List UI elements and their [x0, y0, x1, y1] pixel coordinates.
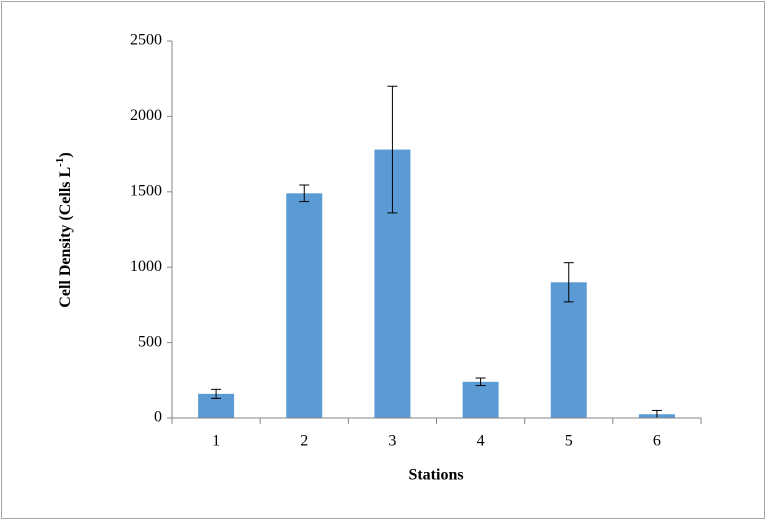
bar	[550, 282, 587, 418]
y-tick-label: 1000	[130, 258, 162, 275]
x-axis-title: Stations	[408, 467, 463, 484]
x-tick-label: 6	[653, 433, 661, 450]
y-tick-label: 500	[138, 333, 162, 350]
y-axis-title-sup: -1	[54, 158, 66, 167]
x-tick-label: 2	[300, 433, 308, 450]
y-axis-title-part: )	[57, 152, 74, 157]
y-axis-title: Cell Density (Cells L-1)	[54, 152, 74, 307]
y-tick-label: 2000	[130, 107, 162, 124]
y-tick-label: 1500	[130, 182, 162, 199]
y-axis-title-part: Cell Density (Cells L	[57, 167, 74, 308]
x-tick-label: 3	[388, 433, 396, 450]
bar	[462, 381, 499, 418]
bar	[286, 193, 323, 418]
y-tick-label: 2500	[130, 32, 162, 49]
x-tick-label: 5	[565, 433, 573, 450]
x-tick-label: 4	[477, 433, 485, 450]
x-tick-label: 1	[212, 433, 220, 450]
y-tick-label: 0	[154, 409, 162, 426]
